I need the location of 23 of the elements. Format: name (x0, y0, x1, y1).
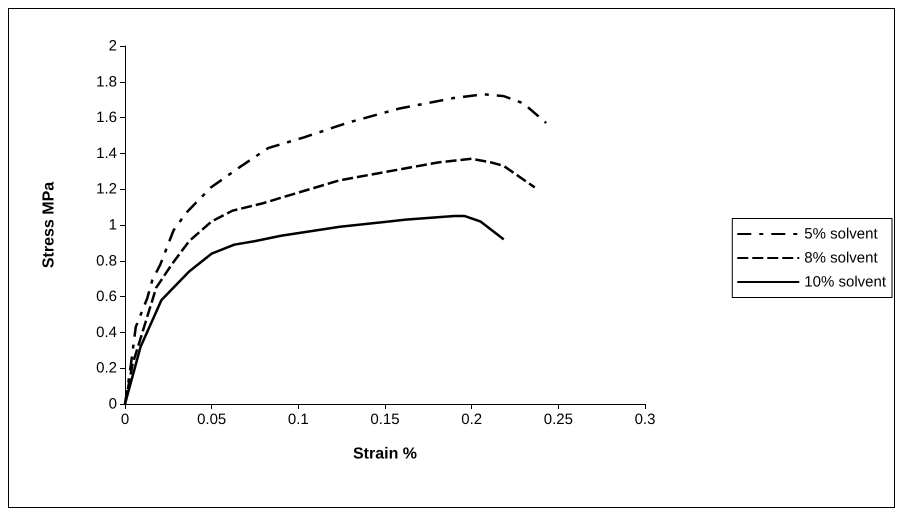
x-tick-label: 0.3 (634, 411, 656, 428)
legend-label: 5% solvent (804, 226, 878, 242)
x-tick-label: 0.25 (544, 411, 573, 428)
x-tick-label: 0.2 (461, 411, 482, 428)
y-tick-label: 1.8 (96, 73, 117, 90)
y-tick-label: 0.6 (96, 288, 117, 306)
x-tick-label: 0 (120, 411, 130, 428)
y-tick-label: 2 (108, 38, 117, 54)
x-tick-label: 0.1 (288, 411, 309, 428)
y-tick-label: 1 (108, 216, 117, 234)
x-tick-label: 0.15 (370, 411, 400, 428)
legend-label: 10% solvent (804, 274, 887, 290)
y-tick-label: 0.4 (96, 324, 117, 341)
y-tick-label: 1.6 (96, 109, 117, 126)
y-tick-label: 1.4 (96, 144, 117, 162)
legend-label: 8% solvent (804, 250, 878, 266)
y-tick-label: 0.2 (96, 360, 117, 377)
y-axis-title: Stress MPa (40, 182, 58, 268)
x-tick-label: 0.05 (197, 411, 226, 428)
y-tick-label: 1.2 (96, 180, 117, 198)
y-tick-label: 0 (108, 396, 117, 412)
x-axis-title: Strain % (352, 446, 418, 462)
y-tick-label: 0.8 (96, 252, 117, 270)
